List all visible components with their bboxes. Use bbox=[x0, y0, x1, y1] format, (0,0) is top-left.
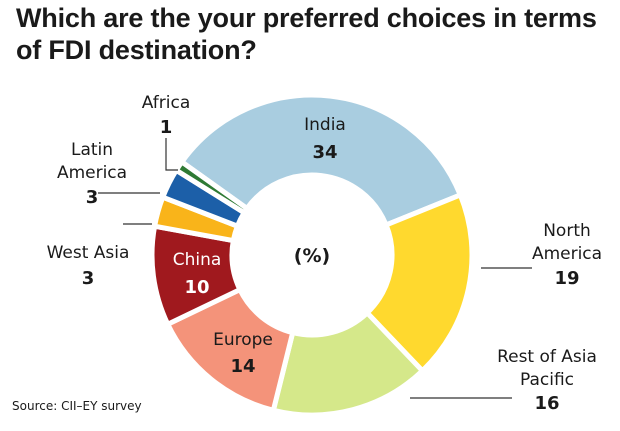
label-value-africa: 1 bbox=[160, 117, 173, 138]
label-name-north-america: America bbox=[532, 244, 602, 264]
source-note: Source: CII–EY survey bbox=[12, 399, 142, 413]
label-value-latin-america: 3 bbox=[86, 187, 99, 208]
label-name-latin-america: Latin bbox=[71, 140, 113, 160]
label-name-north-america: North bbox=[543, 221, 591, 241]
chart-title-line-1: Which are the your preferred choices in … bbox=[16, 3, 597, 33]
label-value-west-asia: 3 bbox=[82, 268, 95, 289]
leader-line-africa bbox=[165, 138, 178, 171]
label-name-rest-of-asia-pacific: Rest of Asia bbox=[497, 347, 597, 367]
label-name-africa: Africa bbox=[142, 93, 191, 113]
label-value-rest-of-asia-pacific: 16 bbox=[534, 393, 559, 414]
label-name-china: China bbox=[173, 250, 222, 270]
center-unit-label: (%) bbox=[294, 245, 330, 267]
label-name-rest-of-asia-pacific: Pacific bbox=[520, 370, 574, 390]
chart-title-line-2: of FDI destination? bbox=[16, 35, 257, 65]
slice-north-america bbox=[363, 191, 475, 375]
label-value-europe: 14 bbox=[230, 356, 255, 377]
slice-india bbox=[178, 92, 464, 229]
label-value-north-america: 19 bbox=[554, 268, 579, 289]
label-name-europe: Europe bbox=[213, 330, 273, 350]
label-value-india: 34 bbox=[312, 142, 337, 163]
slice-africa bbox=[172, 158, 251, 217]
label-name-latin-america: America bbox=[57, 163, 127, 183]
chart-title: Which are the your preferred choices in … bbox=[16, 2, 616, 66]
slice-rest-of-asia-pacific bbox=[270, 309, 426, 418]
label-value-china: 10 bbox=[184, 277, 209, 298]
label-name-india: India bbox=[304, 115, 346, 135]
label-name-west-asia: West Asia bbox=[47, 243, 130, 263]
